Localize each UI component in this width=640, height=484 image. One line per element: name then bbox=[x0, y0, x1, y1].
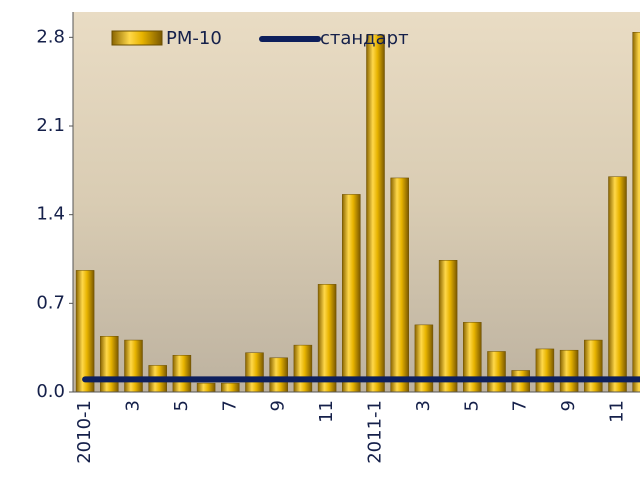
x-tick-label: 5 bbox=[171, 400, 192, 411]
bar bbox=[75, 270, 95, 393]
y-tick-label: 2.8 bbox=[36, 26, 65, 47]
y-tick-label: 2.1 bbox=[36, 115, 65, 136]
x-tick-label: 2011-1 bbox=[365, 400, 386, 464]
bar bbox=[342, 194, 361, 393]
legend-label: стандарт bbox=[320, 28, 409, 49]
bar bbox=[221, 382, 240, 393]
x-tick-label: 11 bbox=[316, 400, 337, 423]
x-tick-label: 11 bbox=[607, 400, 628, 423]
bar bbox=[293, 344, 313, 393]
bar bbox=[100, 336, 119, 393]
bar bbox=[366, 34, 385, 393]
bar bbox=[438, 260, 458, 393]
bar bbox=[196, 382, 216, 393]
legend-label: PM-10 bbox=[166, 28, 222, 49]
y-tick-label: 1.4 bbox=[36, 204, 65, 225]
bar bbox=[608, 176, 627, 393]
y-tick-label: 0.0 bbox=[36, 381, 65, 402]
bar bbox=[632, 32, 640, 393]
legend-swatch-bar bbox=[111, 30, 163, 46]
bar bbox=[535, 348, 555, 393]
bar bbox=[124, 339, 143, 393]
bar bbox=[269, 357, 288, 393]
x-tick-label: 9 bbox=[558, 400, 579, 411]
bar bbox=[487, 351, 506, 393]
x-tick-label: 5 bbox=[461, 400, 482, 411]
x-tick-label: 3 bbox=[123, 400, 144, 411]
bar bbox=[172, 355, 192, 393]
x-tick-label: 7 bbox=[510, 400, 531, 411]
bar bbox=[390, 177, 409, 393]
x-tick-label: 7 bbox=[219, 400, 240, 411]
bar bbox=[559, 349, 579, 393]
bar bbox=[584, 339, 603, 393]
bar bbox=[317, 284, 337, 393]
x-tick-label: 9 bbox=[268, 400, 289, 411]
marks bbox=[75, 32, 640, 393]
x-tick-label: 2010-1 bbox=[74, 400, 95, 464]
x-tick-label: 3 bbox=[413, 400, 434, 411]
y-tick-label: 0.7 bbox=[36, 292, 65, 313]
bar bbox=[245, 352, 264, 393]
